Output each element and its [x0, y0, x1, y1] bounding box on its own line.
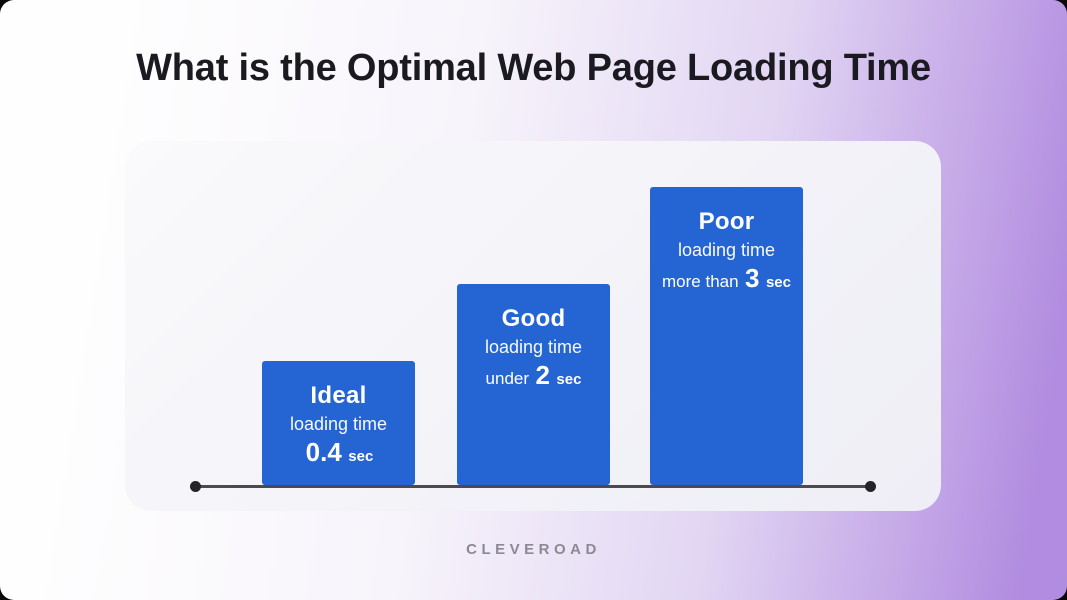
bar-value-qualifier: under [485, 369, 530, 388]
bar-value-unit: sec [348, 448, 374, 465]
chart-panel: Ideal loading time 0.4 sec Good loading … [125, 141, 941, 511]
bar-value: 0.4 sec [262, 438, 415, 471]
bar-value-unit: sec [556, 371, 582, 388]
bar-sublabel: loading time [677, 240, 776, 260]
bar-value-number: 2 [535, 360, 550, 390]
bar-value-qualifier: more than [662, 272, 739, 291]
baseline-left-dot [190, 481, 201, 492]
page-title: What is the Optimal Web Page Loading Tim… [136, 47, 931, 89]
bar-poor: Poor loading time more than 3 sec [650, 187, 803, 485]
bar-label: Poor [698, 208, 755, 235]
baseline-axis [196, 485, 870, 488]
baseline-right-dot [865, 481, 876, 492]
bar-value: under 2 sec [457, 361, 610, 394]
bar-ideal: Ideal loading time 0.4 sec [262, 361, 415, 485]
brand-logo: CLEVEROAD [466, 541, 601, 558]
bar-value-number: 3 [745, 263, 760, 293]
bar-value-number: 0.4 [305, 437, 342, 467]
bar-sublabel: loading time [289, 414, 388, 434]
bar-sublabel: loading time [484, 337, 583, 357]
bar-label: Ideal [310, 382, 367, 409]
bar-value-unit: sec [765, 274, 791, 291]
bar-label: Good [501, 305, 566, 332]
bar-good: Good loading time under 2 sec [457, 284, 610, 485]
bar-value: more than 3 sec [650, 264, 803, 297]
